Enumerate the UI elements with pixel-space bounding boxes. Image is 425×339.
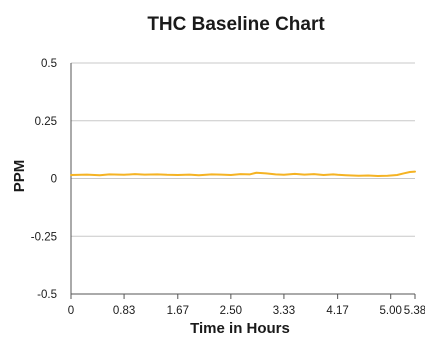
axes <box>70 63 416 299</box>
x-tick-label: 1.67 <box>167 305 189 317</box>
x-axis-label: Time in Hours <box>190 320 290 337</box>
y-axis-label: PPM <box>11 160 28 193</box>
x-tick-label: 0 <box>68 305 74 317</box>
grid <box>71 62 415 295</box>
chart-title: THC Baseline Chart <box>147 14 325 35</box>
x-tick-label: 5.00 <box>380 305 402 317</box>
x-tick-label: 3.33 <box>273 305 295 317</box>
x-tick-label: 5.38 <box>404 305 425 317</box>
series-layer <box>70 170 416 177</box>
x-tick-label: 0.83 <box>113 305 135 317</box>
y-tick-label: -0.25 <box>31 231 57 243</box>
x-tick-label: 4.17 <box>326 305 348 317</box>
x-tick-label: 2.50 <box>220 305 242 317</box>
y-tick-label: 0.25 <box>35 116 57 128</box>
y-tick-label: 0.5 <box>41 58 57 70</box>
series-line <box>70 170 416 177</box>
y-tick-label: -0.5 <box>37 289 57 301</box>
y-tick-labels: 0.5 0.25 0 -0.25 -0.5 <box>31 58 57 301</box>
y-tick-label: 0 <box>51 174 57 186</box>
x-tick-labels: 0 0.83 1.67 2.50 3.33 4.17 5.00 5.38 <box>68 305 425 317</box>
